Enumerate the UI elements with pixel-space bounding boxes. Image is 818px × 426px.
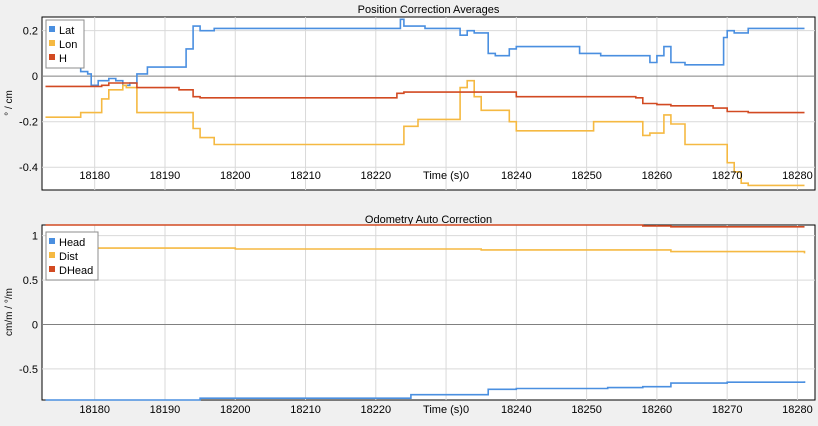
x-tick-label: 18280 [782, 404, 813, 416]
legend-swatch-dhead [49, 266, 55, 272]
chart-title: Odometry Auto Correction [365, 214, 492, 226]
x-tick-label: 18270 [712, 404, 743, 416]
legend-label-dhead: DHead [59, 265, 93, 277]
x-tick-label: Time (s)0 [423, 404, 469, 416]
legend-label-h: H [59, 53, 67, 65]
x-tick-label: 18210 [290, 170, 321, 182]
y-axis-label: ° / cm [4, 90, 15, 116]
series-line-head [45, 381, 806, 401]
x-tick-label: 18240 [501, 170, 532, 182]
x-tick-label: 18220 [360, 404, 391, 416]
chart-panel-2: Odometry Auto Correction 1 0.5 0 -0.5 18180 18… [4, 214, 816, 416]
legend-label-lon: Lon [59, 39, 77, 51]
legend-swatch-lon [49, 40, 55, 46]
legend-swatch-h [49, 54, 55, 60]
plot-area [41, 224, 816, 401]
legend: Head Dist DHead [45, 231, 99, 281]
y-tick-label: -0.5 [19, 364, 38, 376]
y-tick-label: -0.2 [19, 117, 38, 129]
y-tick-label: 0.5 [23, 275, 38, 287]
series-line-dhead [45, 224, 805, 228]
legend-label-head: Head [59, 237, 85, 249]
x-axis-label: Time (s)0 [423, 170, 469, 182]
y-tick-label: 1 [32, 231, 38, 243]
x-tick-label: 18220 [360, 170, 391, 182]
x-tick-label: 18200 [220, 404, 251, 416]
x-tick-label: 18260 [642, 404, 673, 416]
x-tick-label: 18180 [79, 170, 110, 182]
y-tick-label: 0 [32, 71, 38, 83]
x-tick-label: 18250 [571, 170, 602, 182]
legend-swatch-dist [49, 252, 55, 258]
x-tick-label: 18190 [150, 170, 181, 182]
y-tick-label: -0.4 [19, 162, 38, 174]
legend-label-lat: Lat [59, 25, 74, 37]
plot-area [41, 16, 816, 191]
series-line-dist [45, 247, 806, 254]
y-tick-label: 0 [32, 319, 38, 331]
x-tick-label: 18210 [290, 404, 321, 416]
series-line-lon [45, 79, 805, 187]
legend-label-dist: Dist [59, 251, 78, 263]
x-tick-label: 18180 [79, 404, 110, 416]
x-tick-label: 18240 [501, 404, 532, 416]
chart-title: Position Correction Averages [358, 4, 500, 16]
legend: Lat Lon H [45, 19, 85, 69]
x-tick-label: 18260 [642, 170, 673, 182]
chart-panel-1: Position Correction Averages 0.2 0 -0.2 -0.4… [4, 4, 816, 191]
y-axis-label: cm/m / °/m [4, 288, 15, 336]
x-tick-label: 18250 [571, 404, 602, 416]
y-tick-label: 0.2 [23, 26, 38, 38]
legend-swatch-lat [49, 26, 55, 32]
x-tick-label: 18280 [782, 170, 813, 182]
series-line-h [45, 82, 805, 114]
x-tick-label: 18270 [712, 170, 743, 182]
x-tick-label: 18190 [150, 404, 181, 416]
legend-swatch-head [49, 238, 55, 244]
x-tick-label: 18200 [220, 170, 251, 182]
series-line-lat [45, 18, 805, 87]
